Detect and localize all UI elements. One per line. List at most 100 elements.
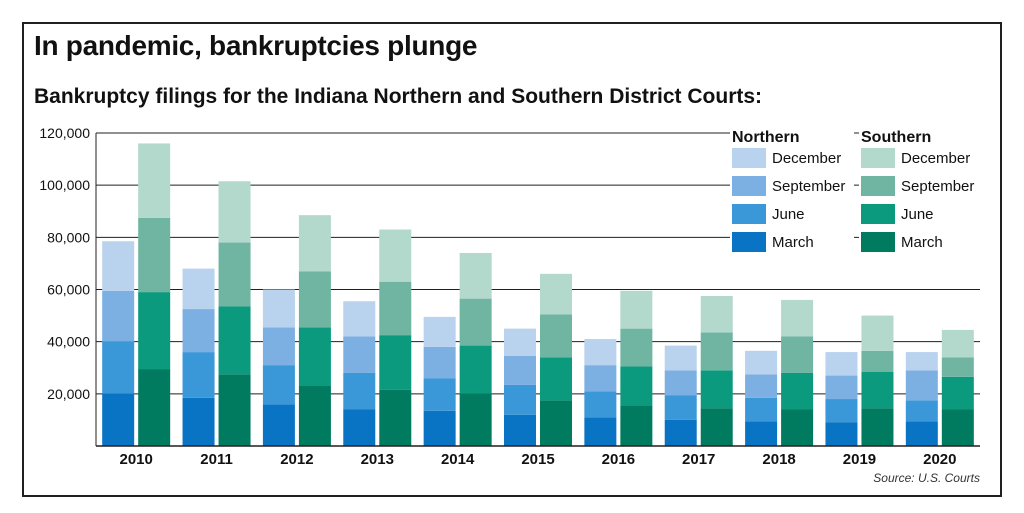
bar-southern-june-2020 (941, 376, 974, 410)
bar-southern-march-2013 (379, 389, 412, 446)
legend-label-southern-june: June (901, 206, 934, 223)
bar-southern-june-2013 (379, 335, 412, 390)
x-tick-label: 2011 (200, 451, 233, 468)
y-tick-label: 20,000 (47, 386, 90, 402)
x-tick-label: 2013 (361, 451, 394, 468)
bar-northern-december-2014 (423, 316, 456, 347)
legend-swatch-southern-june (861, 204, 895, 224)
bar-northern-june-2011 (182, 352, 215, 398)
bar-northern-june-2017 (664, 395, 697, 420)
legend-swatch-southern-september (861, 176, 895, 196)
bar-northern-december-2011 (182, 268, 215, 310)
bar-southern-september-2014 (459, 298, 492, 346)
bar-northern-march-2013 (343, 409, 376, 446)
legend-swatch-northern-december (732, 148, 766, 168)
bar-southern-september-2010 (138, 217, 171, 293)
bar-northern-september-2017 (664, 370, 697, 396)
bar-northern-march-2012 (262, 404, 295, 446)
bar-southern-june-2010 (138, 292, 171, 370)
bar-southern-december-2017 (700, 296, 733, 333)
bar-northern-june-2020 (905, 400, 938, 422)
legend-swatch-southern-december (861, 148, 895, 168)
y-tick-label: 40,000 (47, 334, 90, 350)
bar-southern-june-2011 (218, 306, 251, 375)
bar-northern-september-2019 (825, 375, 858, 400)
legend-swatch-northern-june (732, 204, 766, 224)
bar-northern-march-2017 (664, 419, 697, 446)
legend-label-northern-june: June (772, 206, 805, 223)
x-tick-label: 2015 (521, 451, 554, 468)
bar-northern-september-2013 (343, 336, 376, 373)
y-tick-label: 80,000 (47, 229, 90, 245)
legend-label-southern-december: December (901, 150, 970, 167)
bar-northern-september-2020 (905, 370, 938, 401)
bar-northern-december-2012 (262, 289, 295, 328)
bar-southern-december-2013 (379, 229, 412, 282)
bar-northern-september-2014 (423, 346, 456, 379)
bar-northern-march-2018 (745, 421, 778, 446)
bar-southern-september-2019 (861, 350, 894, 372)
bar-southern-june-2018 (781, 372, 814, 410)
x-tick-label: 2016 (602, 451, 635, 468)
y-tick-label: 60,000 (47, 282, 90, 298)
legend-label-northern-september: September (772, 178, 845, 195)
bar-northern-december-2018 (745, 350, 778, 375)
bar-southern-march-2019 (861, 408, 894, 446)
x-tick-label: 2010 (119, 451, 152, 468)
x-tick-label: 2014 (441, 451, 475, 468)
bar-northern-march-2015 (504, 414, 536, 446)
bar-northern-june-2018 (745, 397, 778, 422)
y-tick-label: 100,000 (39, 177, 90, 193)
bar-northern-september-2018 (745, 374, 778, 398)
bar-southern-june-2016 (620, 366, 653, 406)
bar-northern-june-2012 (262, 365, 295, 405)
bar-southern-september-2013 (379, 281, 412, 336)
x-tick-label: 2012 (280, 451, 313, 468)
bar-southern-march-2010 (138, 369, 171, 446)
bar-southern-march-2014 (459, 393, 492, 446)
bar-southern-march-2020 (941, 409, 974, 446)
legend-label-southern-september: September (901, 178, 974, 195)
legend-label-southern-march: March (901, 234, 943, 251)
legend-label-northern-december: December (772, 150, 841, 167)
legend-swatch-northern-september (732, 176, 766, 196)
bar-northern-june-2015 (504, 384, 536, 415)
bar-northern-december-2013 (343, 301, 376, 337)
bar-southern-march-2015 (540, 400, 572, 446)
chart-subtitle: Bankruptcy filings for the Indiana North… (34, 85, 763, 108)
x-tick-label: 2019 (843, 451, 876, 468)
bar-northern-september-2016 (584, 365, 617, 392)
bar-southern-december-2018 (781, 299, 814, 337)
x-tick-label: 2018 (762, 451, 795, 468)
bar-northern-september-2010 (102, 290, 135, 342)
legend-group-southern: Southern (861, 129, 931, 146)
bar-southern-march-2012 (298, 386, 331, 446)
bar-northern-september-2015 (504, 356, 536, 385)
bar-southern-september-2020 (941, 357, 974, 377)
bar-northern-december-2010 (102, 241, 135, 291)
bar-northern-december-2020 (905, 352, 938, 371)
bar-southern-december-2020 (941, 329, 974, 358)
bar-southern-december-2015 (540, 273, 572, 315)
bar-southern-june-2015 (540, 357, 572, 401)
bar-southern-september-2012 (298, 271, 331, 328)
bar-northern-march-2016 (584, 417, 617, 446)
bar-southern-december-2016 (620, 290, 653, 329)
bar-southern-june-2012 (298, 327, 331, 387)
legend-group-northern: Northern (732, 129, 800, 146)
bar-southern-september-2017 (700, 332, 733, 371)
bar-northern-march-2020 (905, 421, 938, 446)
x-tick-label: 2020 (923, 451, 956, 468)
bar-southern-september-2018 (781, 336, 814, 373)
bar-northern-march-2014 (423, 410, 456, 446)
bar-southern-december-2019 (861, 315, 894, 351)
bar-northern-december-2017 (664, 345, 697, 371)
bar-northern-september-2011 (182, 309, 215, 353)
bar-southern-september-2011 (218, 242, 251, 307)
bar-southern-september-2015 (540, 314, 572, 358)
bar-southern-march-2011 (218, 374, 251, 446)
bar-southern-march-2016 (620, 405, 653, 446)
bar-southern-march-2018 (781, 409, 814, 446)
bar-northern-june-2013 (343, 372, 376, 410)
